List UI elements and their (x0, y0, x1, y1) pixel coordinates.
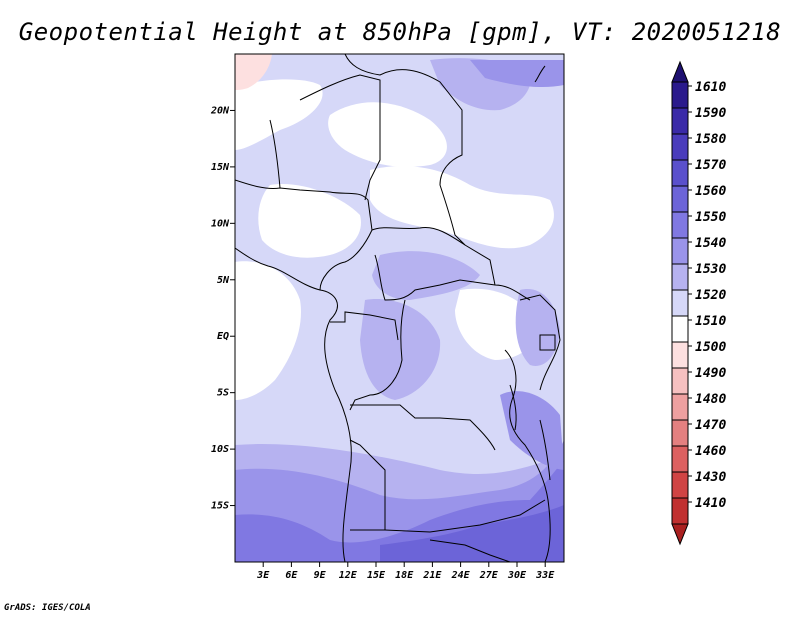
colorbar-swatch (671, 471, 689, 499)
colorbar-label: 1540 (695, 236, 726, 251)
colorbar-label: 1530 (695, 262, 726, 277)
colorbar-swatch (671, 497, 689, 525)
lon-tick-label: 24E (451, 570, 471, 581)
lat-tick-label: 10N (211, 218, 230, 229)
border-namibia-botswana (384, 499, 546, 533)
lon-tick-label: 33E (535, 570, 555, 581)
lake-malawi (539, 419, 551, 481)
colorbar-label: 1470 (695, 418, 726, 433)
colorbar-swatch (671, 341, 689, 369)
lake-tanganyika (509, 384, 517, 431)
grads-credit: GrADS: IGES/COLA (4, 603, 91, 613)
lat-tick-label: 15N (211, 162, 230, 173)
colorbar-swatch (671, 419, 689, 447)
field-1500-nw (235, 54, 272, 90)
lake-victoria (539, 334, 556, 351)
field-1510-west (258, 184, 361, 258)
lat-tick-label: 5N (217, 275, 230, 286)
border-drc-angola (350, 404, 496, 451)
colorbar-swatch (671, 445, 689, 473)
border-gabon-congo (330, 311, 399, 341)
colorbar-top-arrow (671, 60, 689, 83)
field-1540-north (470, 60, 564, 88)
lon-tick-label: 30E (507, 570, 527, 581)
border-angola-zambia (349, 439, 386, 531)
colorbar-swatch (671, 159, 689, 187)
lon-tick-label: 12E (339, 570, 358, 581)
colorbar-swatch (671, 185, 689, 213)
field-1510-n (328, 102, 447, 167)
field-1530-congo (360, 299, 441, 400)
colorbar-label: 1560 (695, 184, 726, 199)
lat-tick-label: 15S (211, 501, 229, 512)
colorbar-label: 1430 (695, 470, 726, 485)
latitude-axis: 20N 15N 10N 5N EQ 5S 10S 15S (210, 105, 235, 512)
longitude-axis: 3E 6E 9E 12E 15E 18E 21E 24E 27E 30E 33E (256, 562, 555, 581)
colorbar-swatch (671, 81, 689, 109)
colorbar-swatch (671, 263, 689, 291)
field-1530-center (372, 251, 480, 300)
colorbar-bottom-arrow (671, 523, 689, 546)
colorbar-swatch (671, 289, 689, 317)
lat-tick-label: 20N (210, 105, 230, 116)
height-field (235, 54, 564, 562)
border-congo-drc (349, 299, 406, 411)
border-nigeria-cameroon (235, 179, 373, 291)
colorbar-label: 1510 (695, 314, 726, 329)
lon-tick-label: 9E (314, 570, 327, 581)
field-1510-atlantic (235, 261, 301, 400)
lat-tick-label: 10S (211, 444, 229, 455)
colorbar-swatch (671, 107, 689, 135)
lat-tick-label: 5S (217, 388, 229, 399)
border-east (519, 294, 561, 391)
colorbar-swatch (671, 211, 689, 239)
colorbar-swatch (671, 133, 689, 161)
border-niger-chad (299, 74, 381, 201)
map-frame (234, 53, 565, 563)
border-car-north (371, 226, 466, 246)
colorbar-label: 1490 (695, 366, 726, 381)
field-1530-lakes (515, 289, 560, 366)
colorbar-label: 1550 (695, 210, 726, 225)
border-chad-sudan (344, 54, 496, 286)
political-boundaries (235, 54, 561, 562)
lon-tick-label: 18E (395, 570, 414, 581)
border-south (429, 539, 511, 562)
border-rift-lakes (504, 349, 551, 562)
map-title: Geopotential Height at 850hPa [gpm], VT:… (18, 18, 782, 46)
colorbar: 1610 1590 1580 1570 1560 1550 1540 1530 1520 1510… (671, 60, 726, 546)
lon-tick-label: 3E (256, 570, 270, 581)
field-1510-nw (235, 79, 323, 150)
lon-tick-label: 6E (285, 570, 298, 581)
colorbar-swatch (671, 393, 689, 421)
field-1560-south (380, 505, 564, 562)
field-1510-center-north (370, 165, 554, 249)
lon-tick-label: 27E (479, 570, 499, 581)
lon-tick-label: 15E (367, 570, 386, 581)
lon-tick-label: 21E (422, 570, 442, 581)
colorbar-label: 1410 (695, 496, 726, 511)
colorbar-label: 1480 (695, 392, 726, 407)
lat-tick-label: EQ (217, 331, 229, 342)
colorbar-label: 1580 (695, 132, 726, 147)
colorbar-label: 1590 (695, 106, 726, 121)
field-1510-east (455, 288, 536, 360)
nile-delta-coast (534, 65, 546, 83)
colorbar-label: 1570 (695, 158, 726, 173)
colorbar-label: 1610 (695, 80, 726, 95)
border-niger-west (269, 119, 281, 189)
colorbar-swatch (671, 237, 689, 265)
colorbar-label: 1500 (695, 340, 726, 355)
coastline-west (235, 247, 352, 562)
border-car-south (374, 254, 531, 301)
colorbar-label: 1520 (695, 288, 726, 303)
colorbar-label: 1460 (695, 444, 726, 459)
colorbar-swatch (671, 315, 689, 343)
colorbar-swatch (671, 367, 689, 395)
